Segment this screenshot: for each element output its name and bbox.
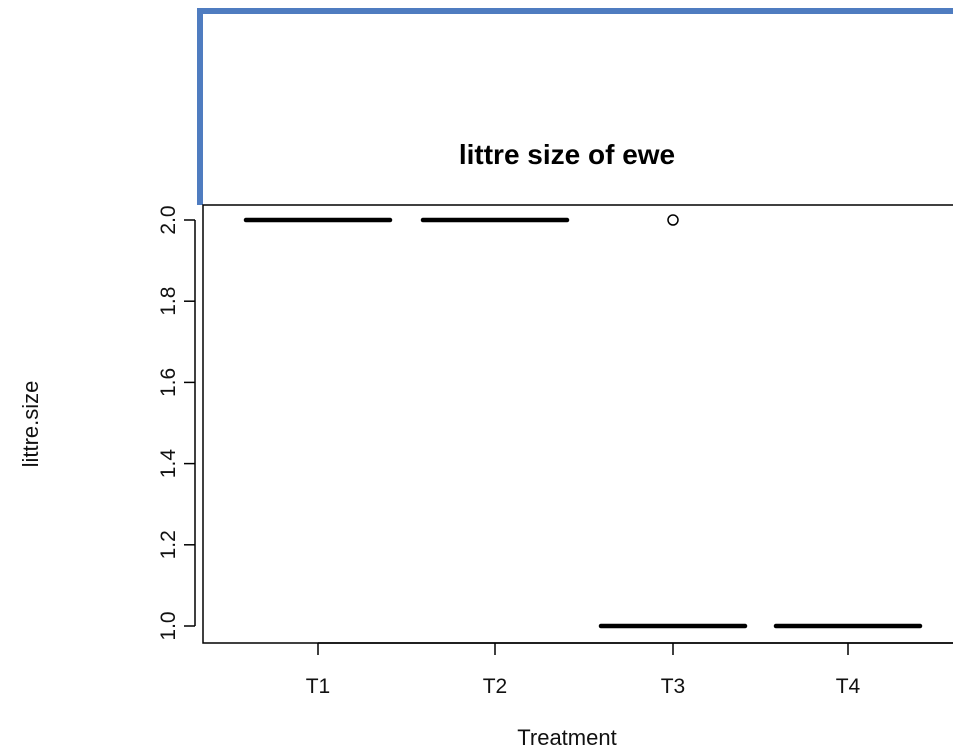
y-tick-label: 1.6 xyxy=(157,368,180,397)
y-tick-label: 1.0 xyxy=(157,611,180,640)
y-tick-label: 2.0 xyxy=(157,205,180,234)
x-axis: T1 T2 T3 T4 xyxy=(306,642,953,698)
x-tick-label: T4 xyxy=(836,675,861,698)
x-tick-label: T2 xyxy=(483,675,508,698)
outlier-point-T3 xyxy=(667,214,679,226)
accent-frame xyxy=(197,8,953,205)
y-tick-label: 1.8 xyxy=(157,287,180,316)
box-marks xyxy=(243,214,923,629)
y-tick-label: 1.4 xyxy=(157,449,180,479)
chart-title: littre size of ewe xyxy=(459,139,675,170)
plot-frame xyxy=(202,204,953,644)
y-axis-title: littre.size xyxy=(18,381,43,468)
y-axis: 1.0 1.2 1.4 1.6 1.8 2.0 xyxy=(157,205,196,641)
y-tick-label: 1.2 xyxy=(157,530,180,559)
x-tick-label: T3 xyxy=(661,675,686,698)
x-tick-label: T1 xyxy=(306,675,331,698)
x-axis-title: Treatment xyxy=(517,725,616,750)
